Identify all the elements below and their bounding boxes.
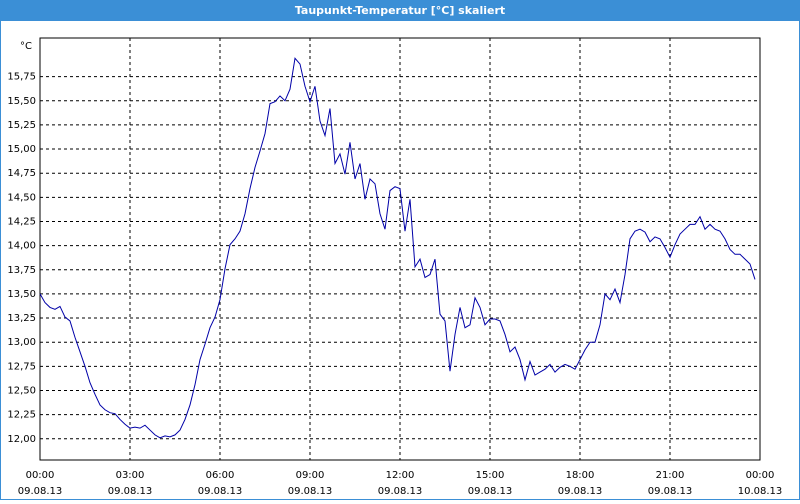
x-tick-date: 09.08.13 xyxy=(378,486,423,497)
y-tick-label: 15,50 xyxy=(7,96,36,107)
x-tick-date: 09.08.13 xyxy=(468,486,513,497)
y-tick-label: 14,75 xyxy=(7,168,36,179)
title-bar xyxy=(0,0,800,21)
y-tick-label: 13,50 xyxy=(7,289,36,300)
x-tick-label: 09:00 xyxy=(296,470,325,481)
x-tick-label: 06:00 xyxy=(206,470,235,481)
x-tick-label: 00:00 xyxy=(746,470,775,481)
y-axis-label: °C xyxy=(20,41,32,52)
x-tick-label: 00:00 xyxy=(26,470,55,481)
y-tick-label: 12,75 xyxy=(7,361,36,372)
x-tick-date: 09.08.13 xyxy=(288,486,333,497)
x-tick-date: 10.08.13 xyxy=(738,486,783,497)
y-tick-label: 12,00 xyxy=(7,434,36,445)
x-tick-label: 03:00 xyxy=(116,470,145,481)
x-tick-date: 09.08.13 xyxy=(558,486,603,497)
y-tick-label: 15,00 xyxy=(7,144,36,155)
x-tick-date: 09.08.13 xyxy=(108,486,153,497)
y-tick-label: 15,25 xyxy=(7,120,36,131)
y-tick-label: 12,25 xyxy=(7,410,36,421)
x-tick-date: 09.08.13 xyxy=(648,486,693,497)
y-tick-label: 13,75 xyxy=(7,265,36,276)
x-tick-date: 09.08.13 xyxy=(198,486,243,497)
y-tick-label: 14,25 xyxy=(7,216,36,227)
x-tick-date: 09.08.13 xyxy=(18,486,63,497)
window-title: Taupunkt-Temperatur [°C] skaliert xyxy=(295,4,505,17)
y-tick-label: 15,75 xyxy=(7,72,36,83)
y-tick-label: 13,00 xyxy=(7,337,36,348)
y-tick-label: 14,50 xyxy=(7,192,36,203)
y-tick-label: 13,25 xyxy=(7,313,36,324)
data-line xyxy=(39,57,756,439)
x-tick-label: 21:00 xyxy=(656,470,685,481)
x-tick-label: 15:00 xyxy=(476,470,505,481)
y-tick-label: 12,50 xyxy=(7,385,36,396)
x-tick-label: 18:00 xyxy=(566,470,595,481)
y-tick-label: 14,00 xyxy=(7,241,36,252)
x-tick-label: 12:00 xyxy=(386,470,415,481)
